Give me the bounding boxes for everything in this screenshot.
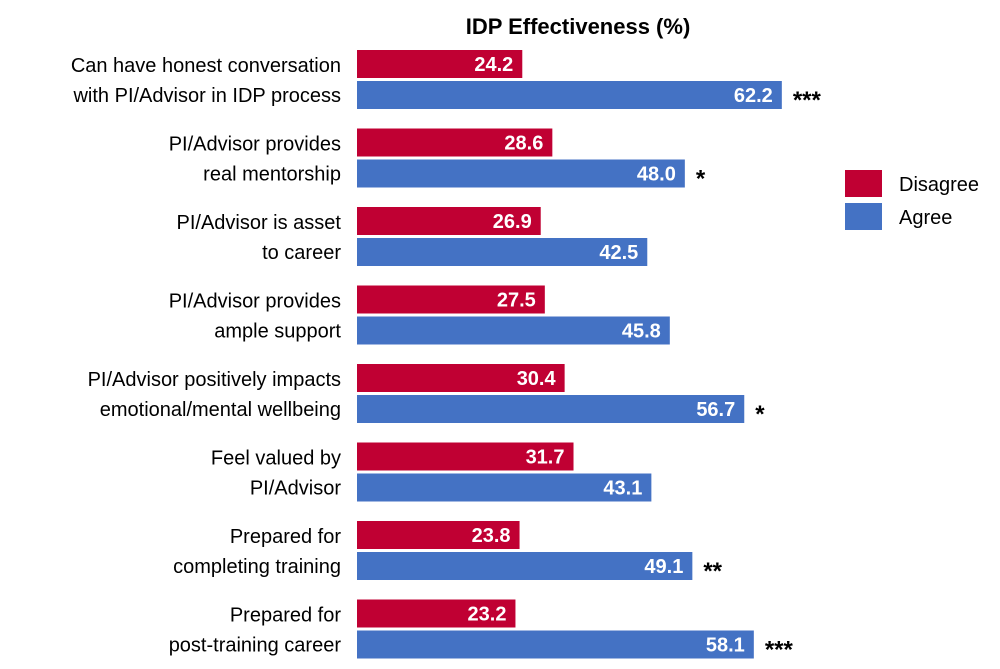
chart-title: IDP Effectiveness (%) xyxy=(466,14,691,39)
value-label: 28.6 xyxy=(504,133,543,155)
bar-disagree xyxy=(357,50,523,78)
value-label: 49.1 xyxy=(644,556,683,578)
bar-agree xyxy=(357,395,745,423)
bar-disagree xyxy=(357,521,520,549)
value-label: 27.5 xyxy=(497,290,536,312)
bar-agree xyxy=(357,630,754,659)
significance-marker: ** xyxy=(703,558,722,585)
bar-disagree xyxy=(357,599,516,628)
category-label: to career xyxy=(262,242,341,264)
significance-marker: * xyxy=(696,166,706,193)
bar-disagree xyxy=(357,442,574,471)
legend-label-agree: Agree xyxy=(899,207,952,229)
significance-marker: *** xyxy=(765,637,794,664)
value-label: 43.1 xyxy=(603,478,642,500)
value-label: 23.8 xyxy=(472,525,511,547)
bars-group: Can have honest conversation with PI/Advi… xyxy=(71,50,822,664)
value-label: 24.2 xyxy=(474,54,513,76)
bar-agree xyxy=(357,81,782,109)
category-label: ample support xyxy=(214,321,341,343)
value-label: 45.8 xyxy=(622,321,661,343)
category-label: Can have honest conversation xyxy=(71,55,341,77)
category-label: PI/Advisor is asset xyxy=(176,212,341,234)
category-label: PI/Advisor provides xyxy=(169,291,341,313)
value-label: 30.4 xyxy=(517,368,557,390)
bar-disagree xyxy=(357,128,553,157)
bar-agree xyxy=(357,159,685,188)
category-label: emotional/mental wellbeing xyxy=(100,399,341,421)
value-label: 48.0 xyxy=(637,164,676,186)
legend-label-disagree: Disagree xyxy=(899,174,979,196)
value-label: 26.9 xyxy=(493,211,532,233)
category-label: with PI/Advisor in IDP process xyxy=(72,85,341,107)
significance-marker: * xyxy=(755,401,765,428)
value-label: 56.7 xyxy=(696,399,735,421)
bar-disagree xyxy=(357,285,545,314)
legend: Disagree Agree xyxy=(845,170,979,230)
value-label: 31.7 xyxy=(526,447,565,469)
significance-marker: *** xyxy=(793,87,822,114)
bar-agree xyxy=(357,316,670,345)
category-label: post-training career xyxy=(169,635,342,657)
category-label: Prepared for xyxy=(230,605,342,627)
bar-disagree xyxy=(357,207,541,235)
legend-swatch-agree xyxy=(845,203,882,230)
value-label: 58.1 xyxy=(706,635,745,657)
value-label: 42.5 xyxy=(599,242,638,264)
category-label: Prepared for xyxy=(230,526,342,548)
bar-agree xyxy=(357,238,648,266)
value-label: 23.2 xyxy=(468,604,507,626)
bar-disagree xyxy=(357,364,565,392)
category-label: PI/Advisor provides xyxy=(169,134,341,156)
category-label: real mentorship xyxy=(203,164,341,186)
category-label: PI/Advisor positively impacts xyxy=(88,369,341,391)
value-label: 62.2 xyxy=(734,85,773,107)
category-label: PI/Advisor xyxy=(250,478,341,500)
bar-agree xyxy=(357,552,693,580)
category-label: completing training xyxy=(173,556,341,578)
bar-agree xyxy=(357,473,652,502)
legend-swatch-disagree xyxy=(845,170,882,197)
category-label: Feel valued by xyxy=(211,448,341,470)
